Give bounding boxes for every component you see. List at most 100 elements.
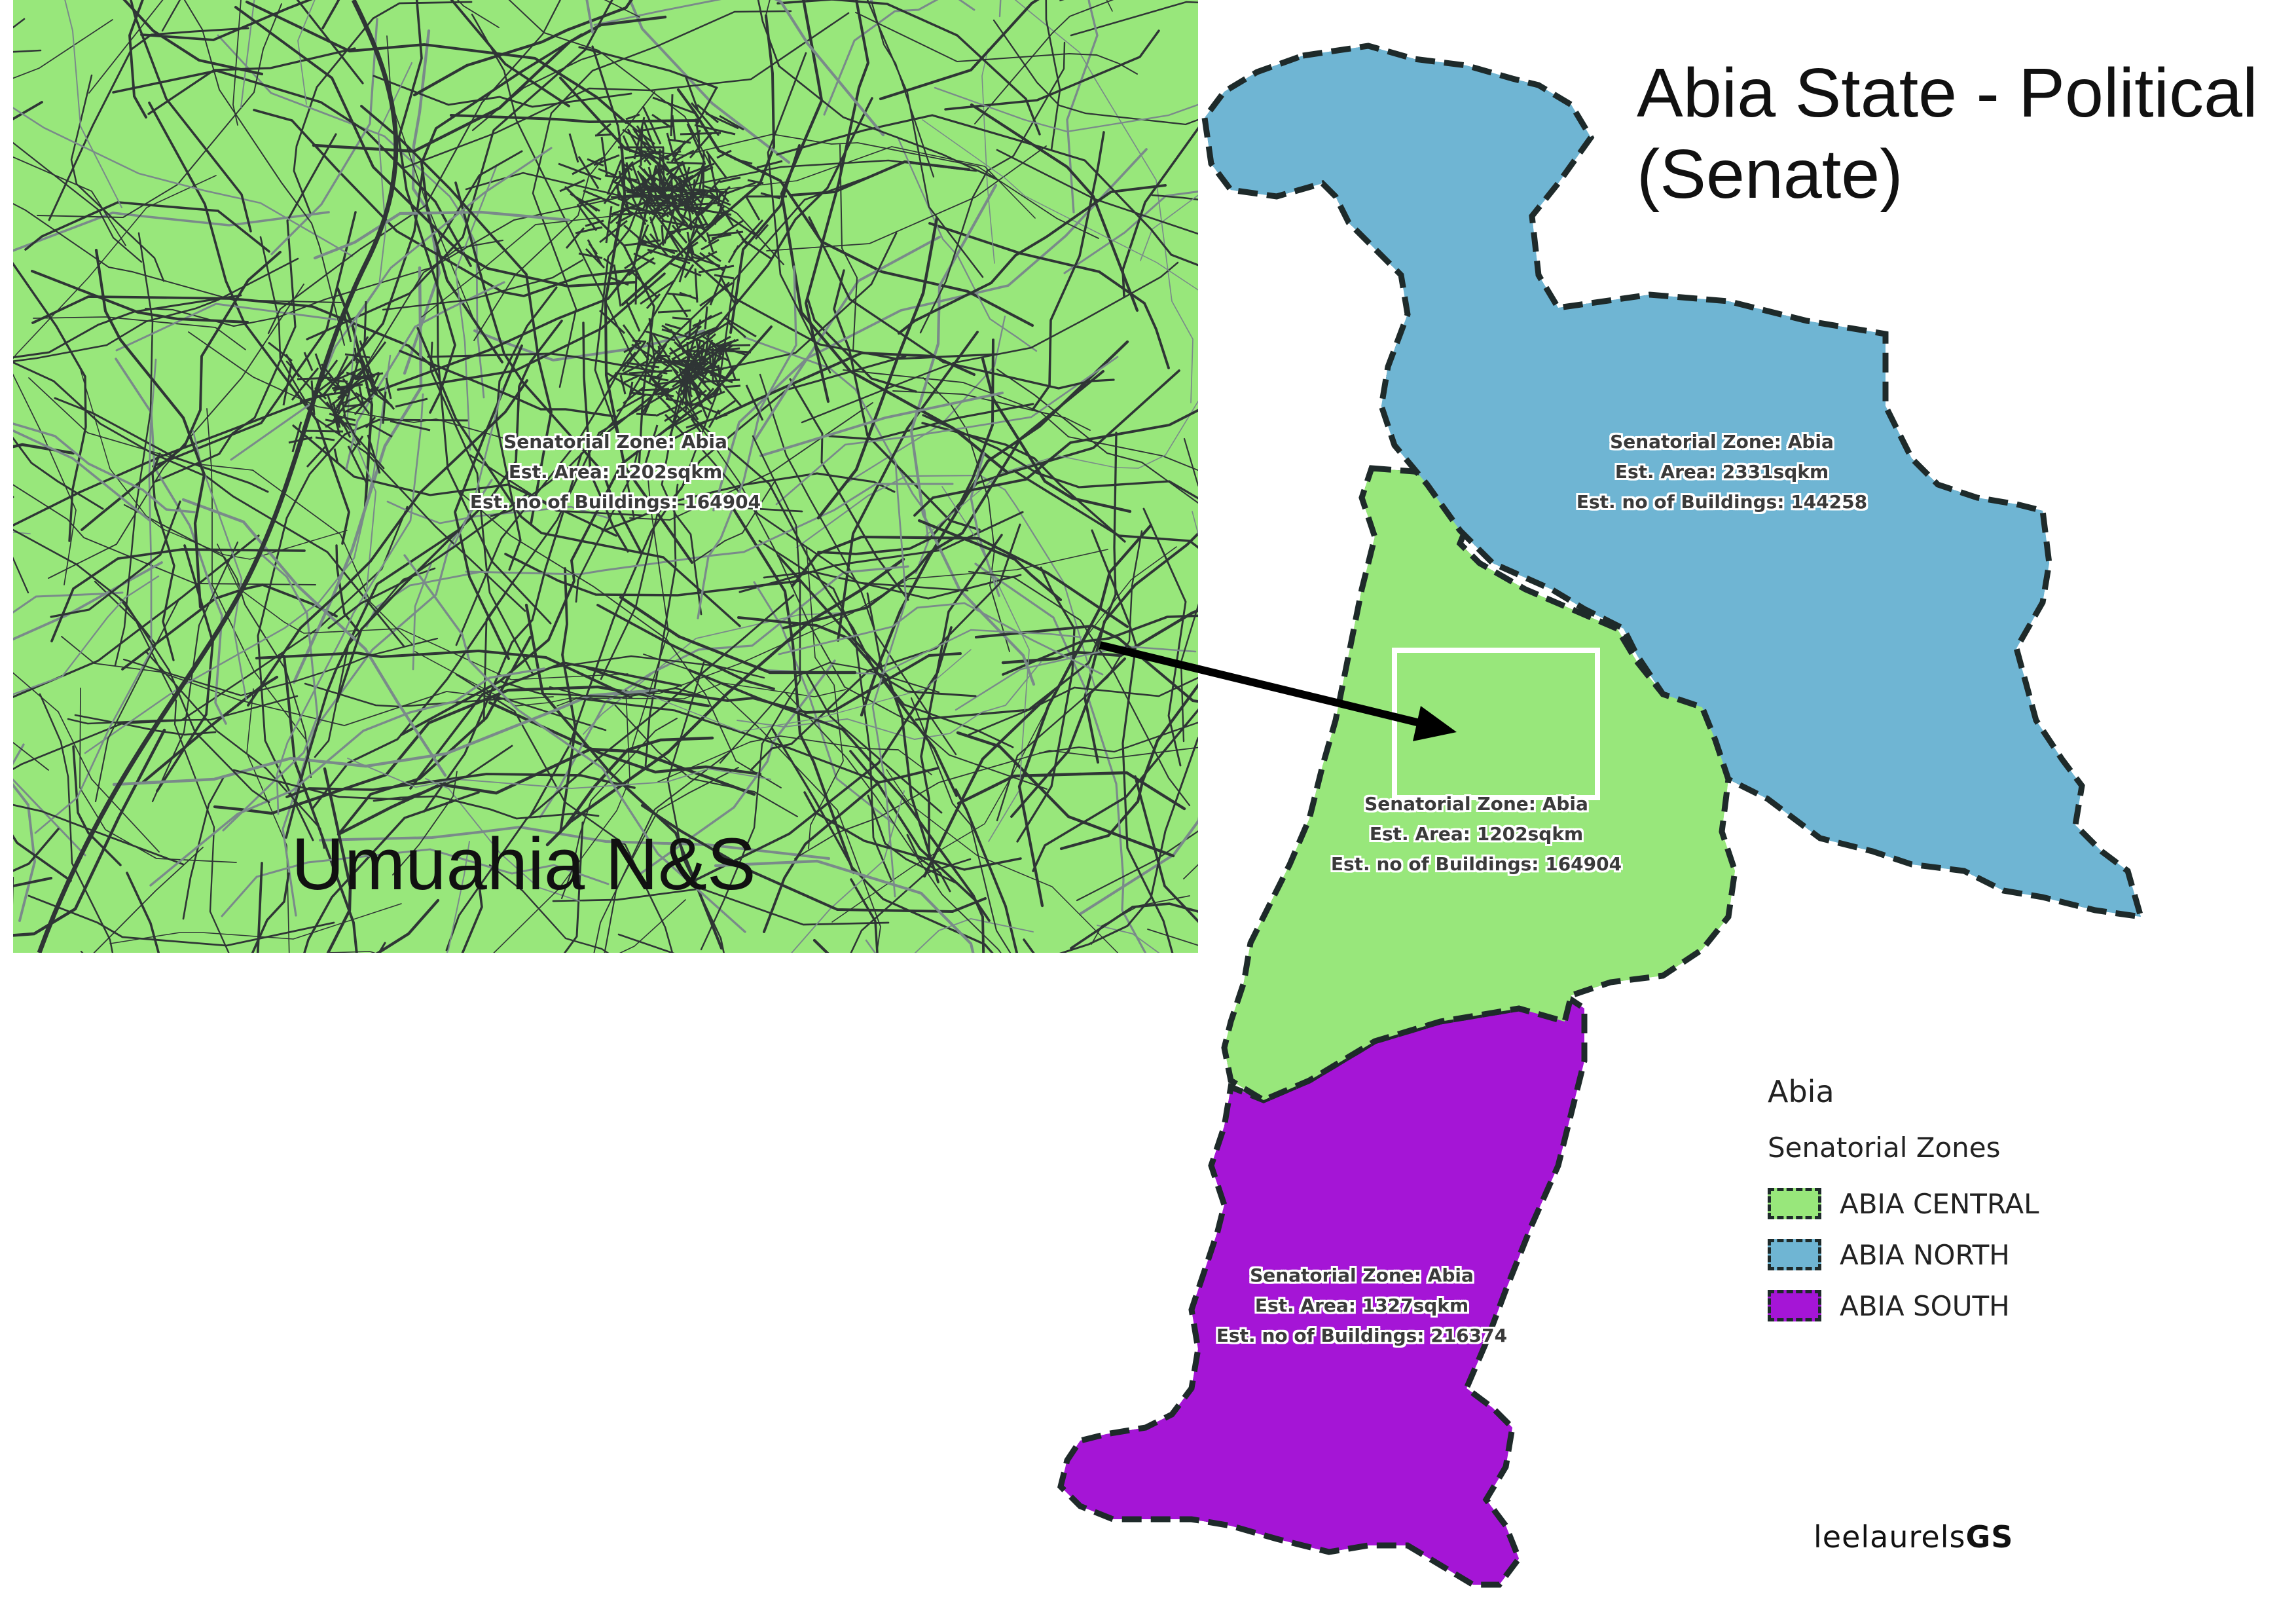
urban-road-segment [666, 211, 693, 231]
urban-road-segment [585, 219, 604, 227]
road-segment [921, 422, 1126, 543]
road-segment [81, 251, 282, 531]
inset-label-line2: Est. Area: 1202sqkm [508, 461, 723, 483]
urban-road-segment [344, 397, 373, 413]
road-segment [974, 624, 1198, 703]
road-segment [757, 0, 1000, 181]
urban-road-segment [332, 401, 341, 428]
road-segment [64, 0, 122, 208]
road-segment [313, 210, 571, 260]
road-segment [530, 355, 907, 816]
road-segment [1863, 303, 2043, 416]
urban-road-segment [558, 162, 602, 181]
urban-road-segment [694, 124, 736, 136]
urban-road-segment [599, 219, 628, 244]
urban-road-segment [577, 156, 600, 189]
road-segment [1031, 131, 1105, 411]
road-segment [879, 0, 1040, 101]
legend-item-central[interactable]: ABIA CENTRAL [1768, 1178, 2039, 1229]
urban-road-segment [661, 328, 705, 343]
road-segment [347, 758, 771, 789]
road-segment [1685, 1012, 1735, 1100]
road-segment [488, 864, 610, 953]
road-segment [34, 358, 157, 834]
road-segment [296, 0, 364, 84]
urban-road-segment [741, 238, 772, 260]
road-segment [1578, 0, 1679, 44]
road-segment [386, 35, 473, 318]
road-segment [833, 269, 981, 531]
road-segment [2070, 278, 2141, 553]
road-segment [327, 492, 529, 629]
road-segment [13, 575, 160, 695]
road-segment [1065, 1130, 1076, 1304]
urban-road-segment [329, 378, 348, 383]
road-segment [865, 939, 877, 953]
highway [37, 0, 399, 953]
urban-road-segment [623, 239, 661, 247]
urban-road-segment [686, 375, 700, 386]
road-segment [593, 0, 975, 26]
road-segment [508, 0, 713, 170]
north-label-line3: Est. no of Buildings: 144258 [1576, 491, 1868, 513]
road-segment [760, 629, 1082, 675]
road-segment [578, 46, 718, 89]
road-segment [697, 265, 797, 619]
road-segment [13, 19, 113, 79]
road-segment [849, 750, 991, 922]
urban-road-segment [576, 204, 598, 231]
road-segment [850, 878, 879, 953]
road-segment [24, 201, 270, 253]
urban-road-segment [701, 378, 740, 383]
urban-road-segment [643, 374, 663, 416]
road-segment [850, 858, 972, 953]
urban-road-segment [724, 350, 737, 380]
road-segment [336, 320, 563, 703]
urban-road-segment [679, 291, 699, 301]
legend-label: ABIA SOUTH [1840, 1289, 2010, 1322]
credit-suffix: GS [1965, 1519, 2014, 1555]
road-segment [548, 655, 765, 679]
urban-road-segment [365, 416, 376, 428]
road-segment [84, 570, 270, 803]
urban-road-segment [695, 230, 708, 242]
road-segment [1061, 1211, 1107, 1250]
urban-road-segment [674, 149, 695, 162]
inset-zone-label: Senatorial Zone: Abia Est. Area: 1202sqk… [367, 427, 864, 517]
urban-road-segment [647, 248, 691, 265]
road-segment [915, 432, 1118, 721]
road-segment [1038, 722, 1198, 754]
road-segment [1540, 1377, 1584, 1530]
road-segment [666, 661, 725, 953]
urban-road-segment [644, 424, 659, 466]
road-segment [788, 1276, 1055, 1386]
road-segment [1061, 1583, 1189, 1585]
urban-road-segment [668, 347, 687, 367]
zone-label-north: Senatorial Zone: Abia Est. Area: 2331sqk… [1473, 427, 1971, 517]
road-segment [1080, 1532, 1154, 1585]
urban-road-segment [651, 333, 672, 363]
road-segment [1142, 507, 1187, 767]
road-segment [2058, 212, 2141, 334]
urban-road-segment [672, 316, 692, 321]
urban-road-segment [333, 448, 339, 464]
road-segment [552, 887, 890, 926]
road-segment [928, 222, 1170, 369]
urban-road-segment [633, 252, 656, 265]
urban-road-segment [646, 293, 661, 310]
road-segment [1536, 46, 1822, 49]
road-segment [565, 736, 714, 826]
urban-road-segment [699, 251, 724, 272]
urban-road-segment [615, 213, 634, 225]
legend-item-north[interactable]: ABIA NORTH [1768, 1229, 2039, 1280]
road-segment [247, 379, 528, 707]
urban-road-segment [702, 332, 710, 366]
road-segment [638, 659, 836, 876]
road-segment [782, 370, 1104, 629]
urban-road-segment [687, 326, 718, 341]
road-segment [13, 828, 60, 872]
road-segment [13, 803, 185, 866]
road-segment [403, 554, 746, 933]
legend-item-south[interactable]: ABIA SOUTH [1768, 1280, 2039, 1331]
